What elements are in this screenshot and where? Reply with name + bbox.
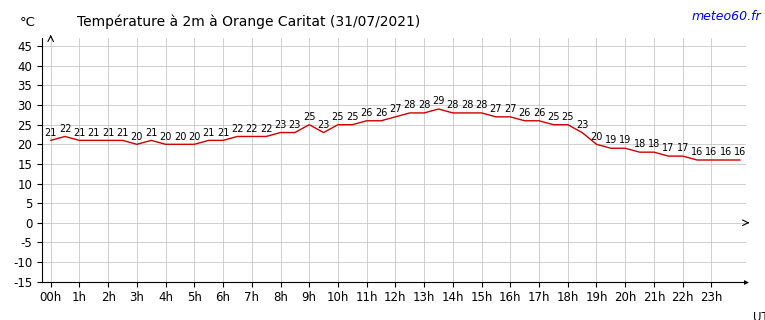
Text: 21: 21 bbox=[88, 128, 100, 138]
Text: 26: 26 bbox=[375, 108, 387, 118]
Text: 20: 20 bbox=[131, 132, 143, 141]
Text: 17: 17 bbox=[662, 143, 675, 153]
Text: 21: 21 bbox=[102, 128, 114, 138]
Text: 22: 22 bbox=[231, 124, 244, 134]
Text: 28: 28 bbox=[475, 100, 488, 110]
Text: 21: 21 bbox=[145, 128, 158, 138]
Text: 28: 28 bbox=[418, 100, 431, 110]
Text: 28: 28 bbox=[461, 100, 474, 110]
Text: 23: 23 bbox=[275, 120, 287, 130]
Text: 19: 19 bbox=[605, 135, 617, 146]
Text: 17: 17 bbox=[676, 143, 688, 153]
Text: 26: 26 bbox=[519, 108, 531, 118]
Text: 26: 26 bbox=[360, 108, 373, 118]
Text: 23: 23 bbox=[576, 120, 588, 130]
Text: 20: 20 bbox=[188, 132, 200, 141]
Text: 27: 27 bbox=[490, 104, 502, 114]
Text: 22: 22 bbox=[246, 124, 258, 134]
Text: 19: 19 bbox=[619, 135, 631, 146]
Text: 25: 25 bbox=[547, 112, 560, 122]
Text: 28: 28 bbox=[404, 100, 416, 110]
Text: 25: 25 bbox=[303, 112, 315, 122]
Text: 16: 16 bbox=[691, 147, 703, 157]
Text: 20: 20 bbox=[174, 132, 186, 141]
Text: 16: 16 bbox=[705, 147, 718, 157]
Text: 20: 20 bbox=[159, 132, 172, 141]
Text: 21: 21 bbox=[203, 128, 215, 138]
Text: 26: 26 bbox=[533, 108, 545, 118]
Text: 28: 28 bbox=[447, 100, 459, 110]
Text: 27: 27 bbox=[389, 104, 402, 114]
Text: 27: 27 bbox=[504, 104, 516, 114]
Text: 21: 21 bbox=[44, 128, 57, 138]
Text: 18: 18 bbox=[633, 140, 646, 149]
Text: UTC: UTC bbox=[753, 311, 765, 320]
Text: meteo60.fr: meteo60.fr bbox=[692, 10, 761, 23]
Text: 25: 25 bbox=[332, 112, 344, 122]
Text: 23: 23 bbox=[317, 120, 330, 130]
Text: Température à 2m à Orange Caritat (31/07/2021): Température à 2m à Orange Caritat (31/07… bbox=[77, 14, 421, 29]
Text: 18: 18 bbox=[648, 140, 660, 149]
Text: 21: 21 bbox=[116, 128, 129, 138]
Text: 25: 25 bbox=[346, 112, 359, 122]
Text: 21: 21 bbox=[216, 128, 230, 138]
Text: 20: 20 bbox=[591, 132, 603, 141]
Text: 23: 23 bbox=[288, 120, 301, 130]
Text: 16: 16 bbox=[734, 147, 746, 157]
Text: 21: 21 bbox=[73, 128, 86, 138]
Text: °C: °C bbox=[20, 16, 35, 29]
Text: 22: 22 bbox=[260, 124, 272, 134]
Text: 22: 22 bbox=[59, 124, 71, 134]
Text: 25: 25 bbox=[562, 112, 574, 122]
Text: 29: 29 bbox=[432, 96, 444, 106]
Text: 16: 16 bbox=[720, 147, 732, 157]
